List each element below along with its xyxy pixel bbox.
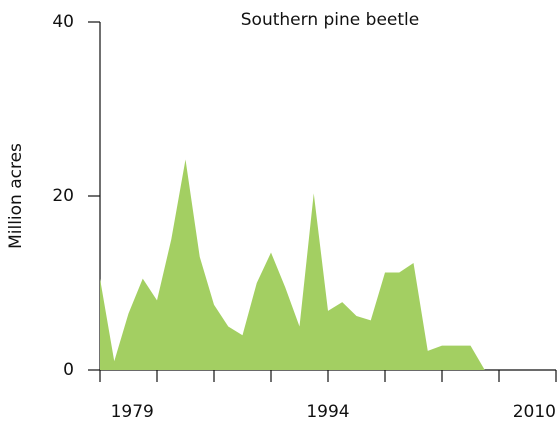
chart-title: Southern pine beetle [241, 10, 419, 30]
x-tick-label: 1979 [111, 402, 154, 422]
y-axis-label: Million acres [6, 143, 26, 249]
x-tick-label: 2010 [513, 402, 556, 422]
y-tick-label: 20 [52, 186, 74, 206]
y-tick-label: 40 [52, 12, 74, 32]
x-tick-label: 1994 [306, 402, 349, 422]
y-tick-label: 0 [63, 360, 74, 380]
area [100, 159, 485, 370]
